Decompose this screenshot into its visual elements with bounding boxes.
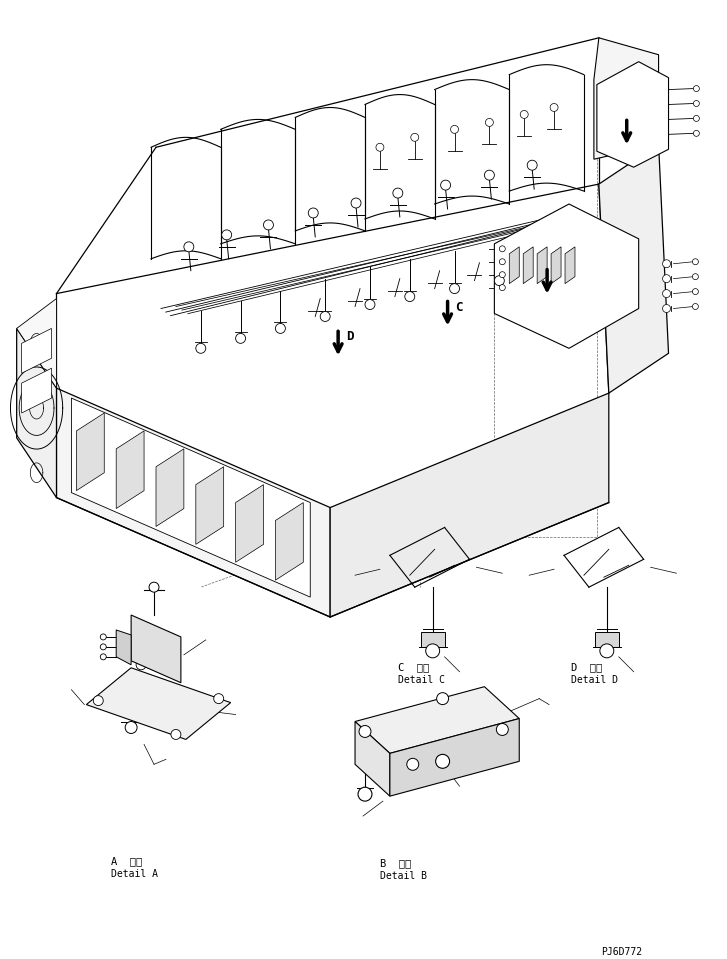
Circle shape — [484, 170, 494, 180]
Polygon shape — [196, 467, 224, 545]
Polygon shape — [355, 721, 390, 796]
Circle shape — [100, 654, 106, 660]
Polygon shape — [594, 37, 659, 159]
Circle shape — [407, 759, 419, 770]
Text: B: B — [635, 120, 642, 132]
Circle shape — [494, 275, 505, 286]
Circle shape — [236, 334, 246, 343]
Polygon shape — [595, 632, 619, 647]
Polygon shape — [565, 246, 575, 284]
Polygon shape — [537, 246, 547, 284]
Circle shape — [662, 305, 670, 313]
Polygon shape — [17, 298, 57, 388]
Polygon shape — [17, 328, 57, 498]
Circle shape — [320, 312, 330, 321]
Circle shape — [499, 246, 505, 252]
Polygon shape — [599, 144, 669, 393]
Circle shape — [435, 755, 449, 768]
Polygon shape — [116, 431, 144, 508]
Text: A  詳細: A 詳細 — [111, 855, 142, 866]
Circle shape — [308, 208, 318, 218]
Text: B  詳細: B 詳細 — [380, 858, 411, 868]
Circle shape — [662, 290, 670, 297]
Circle shape — [527, 160, 537, 170]
Circle shape — [550, 104, 558, 111]
Text: A: A — [555, 269, 563, 282]
Circle shape — [449, 284, 459, 293]
Circle shape — [437, 692, 449, 705]
Text: D: D — [346, 331, 353, 343]
Circle shape — [499, 285, 505, 291]
Circle shape — [692, 289, 699, 294]
Circle shape — [441, 180, 451, 190]
Circle shape — [359, 726, 371, 737]
Text: Detail B: Detail B — [380, 871, 427, 880]
Text: C: C — [456, 300, 463, 314]
Text: Detail A: Detail A — [111, 869, 158, 878]
Circle shape — [393, 188, 403, 199]
Circle shape — [365, 299, 375, 310]
Circle shape — [692, 273, 699, 280]
Polygon shape — [156, 449, 184, 526]
Circle shape — [171, 730, 181, 739]
Circle shape — [125, 721, 137, 734]
Text: Detail C: Detail C — [398, 675, 445, 685]
Polygon shape — [116, 630, 131, 665]
Circle shape — [497, 723, 508, 736]
Circle shape — [405, 292, 414, 301]
Polygon shape — [551, 246, 561, 284]
Circle shape — [358, 787, 372, 801]
Polygon shape — [355, 687, 519, 754]
Circle shape — [694, 85, 699, 91]
Circle shape — [276, 323, 286, 334]
Circle shape — [263, 220, 273, 230]
Circle shape — [411, 133, 419, 141]
Circle shape — [93, 695, 103, 706]
Circle shape — [499, 259, 505, 265]
Polygon shape — [330, 393, 608, 617]
Circle shape — [222, 230, 232, 240]
Text: D  詳細: D 詳細 — [571, 662, 602, 672]
Circle shape — [662, 260, 670, 268]
Polygon shape — [22, 368, 52, 413]
Circle shape — [100, 634, 106, 640]
Circle shape — [351, 199, 361, 208]
Circle shape — [692, 304, 699, 310]
Circle shape — [694, 130, 699, 136]
Circle shape — [149, 582, 159, 592]
Circle shape — [451, 126, 459, 133]
Polygon shape — [87, 667, 230, 739]
Polygon shape — [22, 328, 52, 373]
Polygon shape — [494, 204, 639, 348]
Circle shape — [184, 242, 194, 252]
Polygon shape — [236, 484, 263, 562]
Polygon shape — [57, 388, 330, 617]
Polygon shape — [71, 398, 310, 597]
Text: Detail D: Detail D — [571, 675, 618, 685]
Circle shape — [426, 643, 440, 658]
Polygon shape — [523, 246, 533, 284]
Circle shape — [196, 343, 206, 353]
Text: PJ6D772: PJ6D772 — [601, 947, 642, 957]
Circle shape — [662, 274, 670, 283]
Circle shape — [694, 115, 699, 122]
Circle shape — [376, 143, 384, 152]
Circle shape — [521, 110, 529, 118]
Circle shape — [692, 259, 699, 265]
Circle shape — [214, 693, 224, 704]
Polygon shape — [510, 246, 519, 284]
Circle shape — [600, 643, 614, 658]
Polygon shape — [390, 718, 519, 796]
Circle shape — [136, 660, 146, 669]
Polygon shape — [276, 503, 303, 580]
Circle shape — [499, 271, 505, 278]
Circle shape — [694, 101, 699, 106]
Text: C  詳細: C 詳細 — [398, 662, 429, 672]
Circle shape — [486, 118, 494, 127]
Circle shape — [100, 643, 106, 650]
Polygon shape — [421, 632, 445, 647]
Polygon shape — [76, 413, 104, 491]
Polygon shape — [131, 615, 181, 683]
Polygon shape — [597, 61, 669, 167]
